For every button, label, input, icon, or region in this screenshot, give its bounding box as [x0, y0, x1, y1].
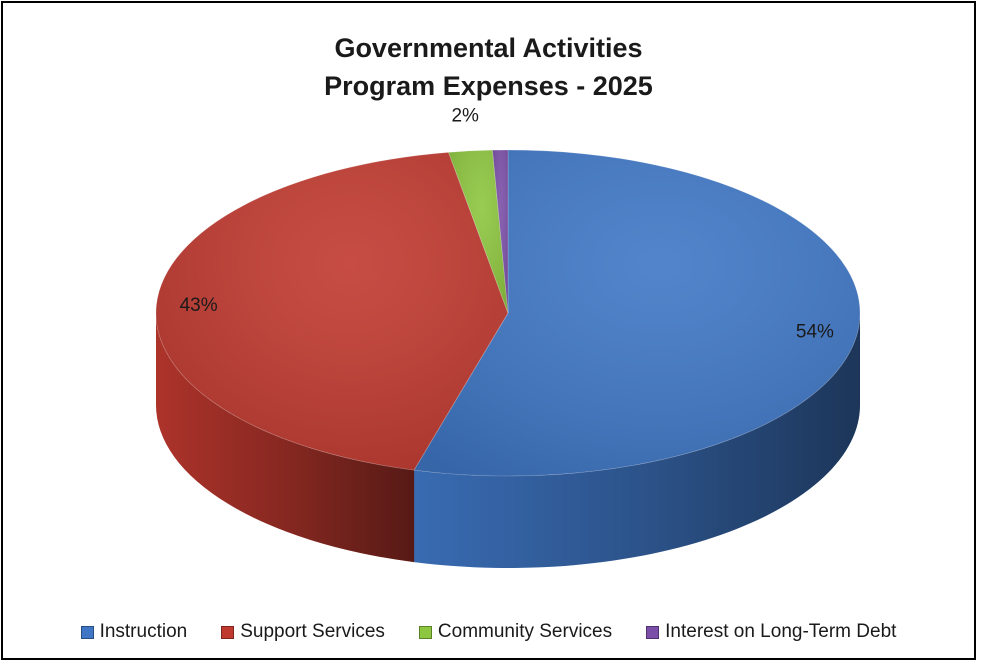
pie-chart: 54% 43% 2% — [155, 105, 861, 569]
title-line-1: Governmental Activities — [334, 33, 643, 63]
pie-slice-shade-1 — [156, 152, 509, 471]
legend-swatch-1 — [221, 625, 235, 639]
title-line-2: Program Expenses - 2025 — [324, 71, 653, 101]
pie-slice-shade-3 — [492, 150, 508, 313]
pie-side-shade-0 — [414, 313, 860, 569]
legend-label-1: Support Services — [240, 621, 385, 642]
chart-title: Governmental Activities Program Expenses… — [3, 29, 974, 105]
data-label-0: 54% — [796, 321, 834, 342]
pie-side-1 — [156, 313, 415, 563]
pie-tops — [155, 149, 861, 477]
pie-slice-shade-0 — [414, 150, 860, 476]
legend-swatch-0 — [80, 625, 94, 639]
pie-side-shade-1 — [156, 313, 415, 563]
chart-legend: Instruction Support Services Community Ser… — [3, 621, 974, 643]
pie-sides — [156, 313, 860, 569]
legend-label-0: Instruction — [99, 621, 188, 642]
data-label-1: 43% — [180, 295, 218, 316]
legend-item-1: Support Services — [221, 621, 385, 643]
legend-swatch-3 — [646, 625, 660, 639]
pie-labels: 54% 43% 2% — [180, 105, 834, 342]
data-label-2: 2% — [451, 105, 479, 126]
pie-slice-shade-2 — [448, 150, 508, 313]
legend-item-3: Interest on Long-Term Debt — [646, 621, 896, 643]
legend-label-3: Interest on Long-Term Debt — [665, 621, 897, 642]
legend-item-2: Community Services — [418, 621, 613, 643]
legend-swatch-2 — [418, 625, 432, 639]
legend-item-0: Instruction — [80, 621, 188, 643]
legend-label-2: Community Services — [437, 621, 613, 642]
pie-side-0 — [414, 313, 860, 569]
